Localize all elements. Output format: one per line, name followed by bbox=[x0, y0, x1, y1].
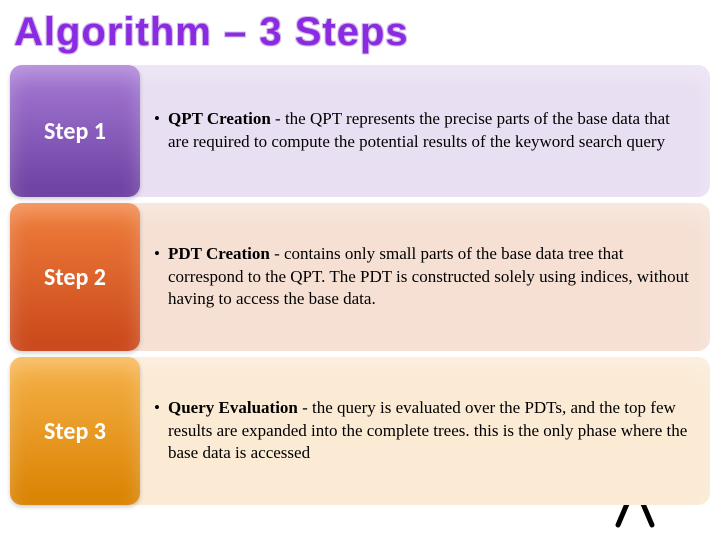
step-label: Step 2 bbox=[44, 263, 106, 292]
step-badge-2: Step 2 bbox=[10, 203, 140, 351]
step-row-2: Step 2 PDT Creation - contains only smal… bbox=[10, 203, 710, 351]
step-heading: Query Evaluation bbox=[168, 398, 298, 417]
steps-container: Step 1 QPT Creation - the QPT represents… bbox=[0, 65, 720, 505]
step-desc-2: PDT Creation - contains only small parts… bbox=[124, 203, 710, 351]
step-desc-3: Query Evaluation - the query is evaluate… bbox=[124, 357, 710, 505]
step-heading: QPT Creation bbox=[168, 109, 271, 128]
step-badge-3: Step 3 bbox=[10, 357, 140, 505]
step-heading: PDT Creation bbox=[168, 244, 270, 263]
step-badge-1: Step 1 bbox=[10, 65, 140, 197]
step-row-3: Step 3 Query Evaluation - the query is e… bbox=[10, 357, 710, 505]
step-label: Step 1 bbox=[44, 117, 106, 146]
slide-title: Algorithm – 3 Steps bbox=[0, 0, 720, 65]
step-label: Step 3 bbox=[44, 417, 106, 446]
step-desc-1: QPT Creation - the QPT represents the pr… bbox=[124, 65, 710, 197]
step-row-1: Step 1 QPT Creation - the QPT represents… bbox=[10, 65, 710, 197]
